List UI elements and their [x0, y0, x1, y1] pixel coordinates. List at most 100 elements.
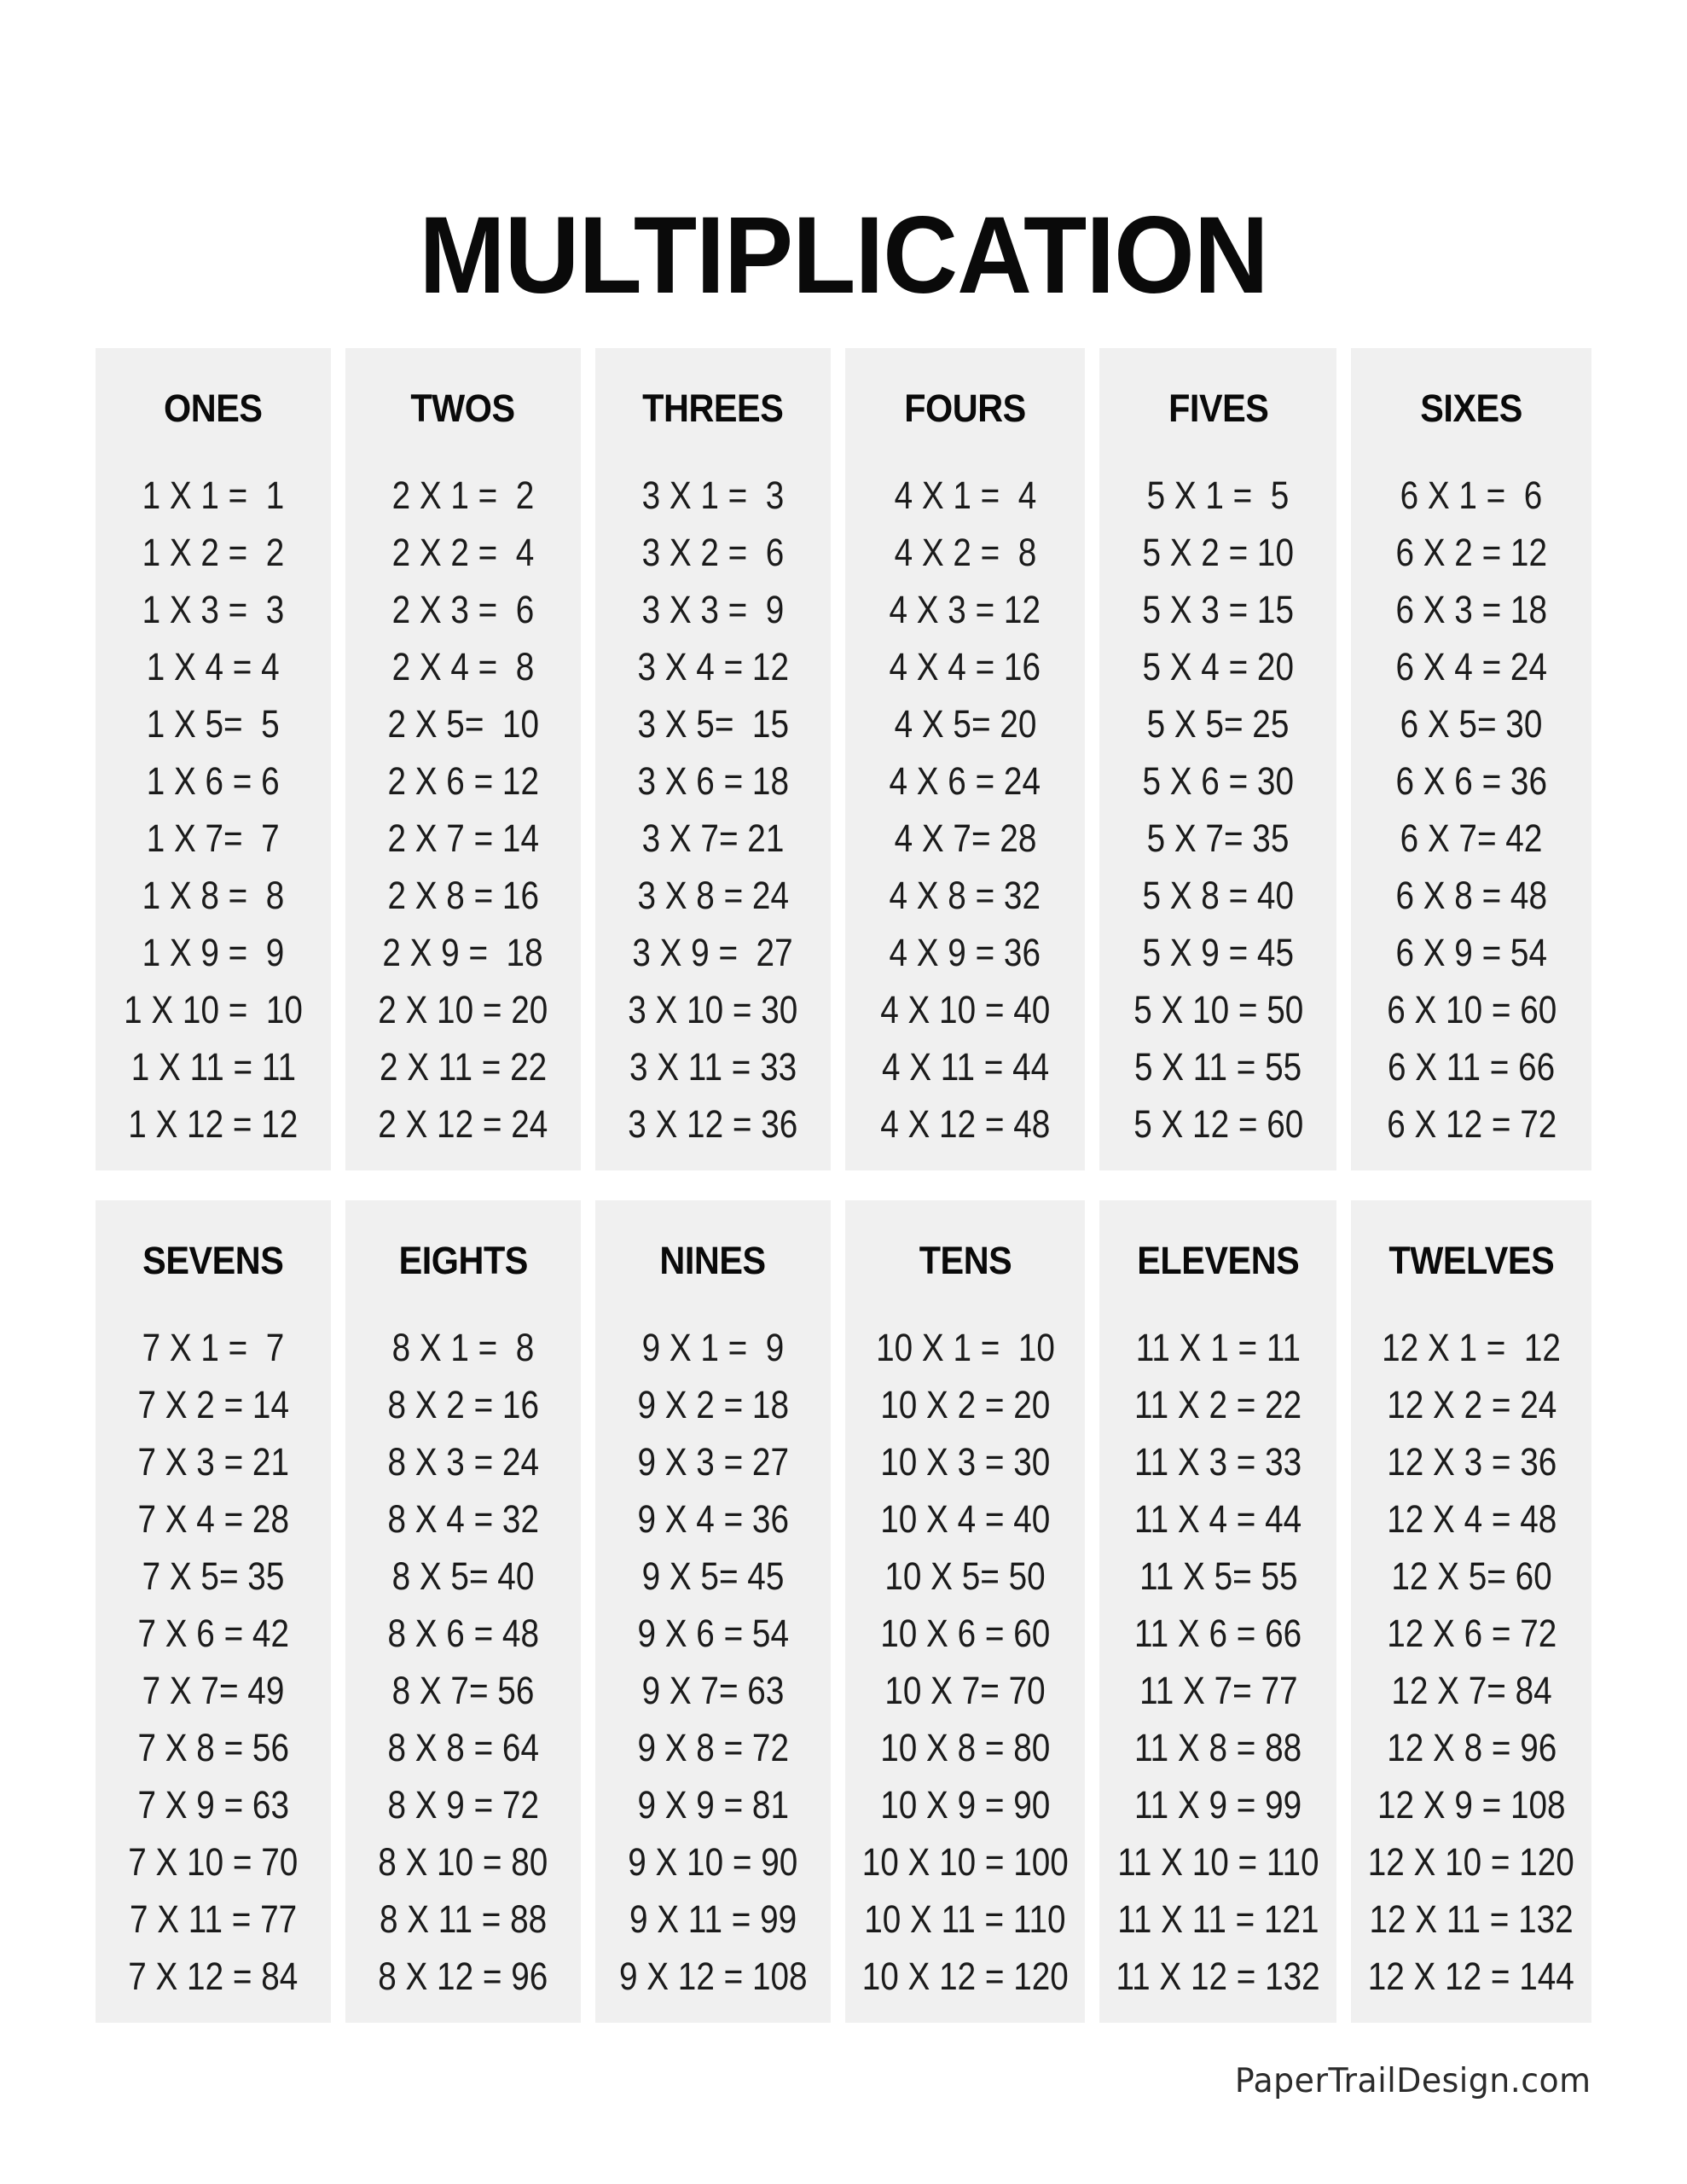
equation-row: 2 X 11 = 22 — [379, 1045, 548, 1089]
equation-list: 5 X 1 = 5 5 X 2 = 10 5 X 3 = 15 5 X 4 = 20 5… — [1099, 467, 1336, 1153]
equation-row: 5 X 11 = 55 — [1134, 1045, 1302, 1089]
equation-list: 11 X 1 = 11 11 X 2 = 22 11 X 3 = 33 11 X 4 … — [1099, 1319, 1336, 2005]
equation-row: 6 X 6 = 36 — [1395, 759, 1547, 803]
table-card: TWELVES 12 X 1 = 12 12 X 2 = 24 12 X 3 = 36… — [1351, 1200, 1591, 2023]
equation-row: 7 X 1 = 7 — [142, 1326, 285, 1369]
equation-row: 2 X 5= 10 — [387, 702, 539, 746]
equation-row: 7 X 7= 49 — [142, 1669, 285, 1712]
equation-row: 8 X 11 = 88 — [379, 1897, 548, 1941]
equation-row: 4 X 2 = 8 — [894, 531, 1036, 574]
equation-row: 9 X 7= 63 — [641, 1669, 785, 1712]
equation-row: 6 X 1 = 6 — [1400, 473, 1543, 517]
equation-row: 1 X 8 = 8 — [142, 874, 285, 917]
equation-row: 1 X 4 = 4 — [146, 645, 280, 688]
equation-row: 2 X 2 = 4 — [391, 531, 535, 574]
equation-row: 10 X 11 = 110 — [864, 1897, 1066, 1941]
equation-row: 1 X 1 = 1 — [142, 473, 285, 517]
equation-row: 8 X 9 = 72 — [387, 1783, 539, 1827]
equation-row: 11 X 1 = 11 — [1135, 1326, 1301, 1369]
equation-row: 1 X 9 = 9 — [142, 931, 285, 974]
equation-row: 5 X 10 = 50 — [1133, 988, 1303, 1031]
equation-row: 9 X 1 = 9 — [641, 1326, 785, 1369]
equation-row: 6 X 8 = 48 — [1395, 874, 1547, 917]
equation-row: 9 X 6 = 54 — [637, 1612, 789, 1655]
equation-row: 3 X 5= 15 — [637, 702, 789, 746]
equation-row: 10 X 5= 50 — [884, 1554, 1046, 1598]
table-card: ONES 1 X 1 = 1 1 X 2 = 2 1 X 3 = 3 1 X 4 = 4… — [96, 348, 331, 1170]
equation-row: 3 X 7= 21 — [641, 816, 785, 860]
equation-row: 10 X 9 = 90 — [880, 1783, 1051, 1827]
table-card: FIVES 5 X 1 = 5 5 X 2 = 10 5 X 3 = 15 5 X 4 … — [1099, 348, 1337, 1170]
table-card-title: NINES — [659, 1239, 767, 1282]
equation-row: 8 X 4 = 32 — [387, 1497, 539, 1541]
equation-row: 4 X 6 = 24 — [889, 759, 1041, 803]
equation-row: 10 X 8 = 80 — [880, 1726, 1051, 1769]
table-card-title: ONES — [164, 386, 263, 430]
equation-row: 2 X 6 = 12 — [387, 759, 539, 803]
footer-credit: PaperTrailDesign.com — [1234, 2062, 1591, 2100]
equation-row: 6 X 2 = 12 — [1395, 531, 1547, 574]
table-card-title: EIGHTS — [398, 1239, 528, 1282]
equation-row: 11 X 8 = 88 — [1134, 1726, 1302, 1769]
equation-row: 1 X 11 = 11 — [130, 1045, 296, 1089]
equation-row: 7 X 11 = 77 — [129, 1897, 298, 1941]
equation-row: 4 X 11 = 44 — [881, 1045, 1049, 1089]
equation-row: 12 X 8 = 96 — [1386, 1726, 1557, 1769]
equation-row: 4 X 9 = 36 — [889, 931, 1041, 974]
equation-row: 5 X 4 = 20 — [1142, 645, 1295, 688]
equation-row: 3 X 2 = 6 — [641, 531, 785, 574]
equation-row: 1 X 2 = 2 — [142, 531, 285, 574]
equation-row: 2 X 12 = 24 — [378, 1102, 548, 1146]
table-card-title: SIXES — [1420, 386, 1523, 430]
equation-row: 4 X 5= 20 — [894, 702, 1036, 746]
table-card: TWOS 2 X 1 = 2 2 X 2 = 4 2 X 3 = 6 2 X 4 = 8… — [345, 348, 581, 1170]
equation-row: 10 X 6 = 60 — [880, 1612, 1051, 1655]
equation-row: 8 X 3 = 24 — [387, 1440, 539, 1484]
equation-row: 4 X 1 = 4 — [894, 473, 1036, 517]
equation-row: 9 X 5= 45 — [641, 1554, 785, 1598]
equation-row: 10 X 7= 70 — [884, 1669, 1046, 1712]
equation-row: 8 X 10 = 80 — [378, 1840, 548, 1884]
page-title: MULTIPLICATION — [419, 194, 1268, 317]
table-card-title: FIVES — [1168, 386, 1269, 430]
equation-row: 12 X 4 = 48 — [1386, 1497, 1557, 1541]
equation-row: 8 X 5= 40 — [391, 1554, 535, 1598]
equation-row: 5 X 1 = 5 — [1147, 473, 1290, 517]
equation-row: 7 X 8 = 56 — [137, 1726, 289, 1769]
equation-row: 2 X 9 = 18 — [382, 931, 544, 974]
equation-list: 6 X 1 = 6 6 X 2 = 12 6 X 3 = 18 6 X 4 = 24 6… — [1351, 467, 1591, 1153]
equation-row: 9 X 11 = 99 — [629, 1897, 797, 1941]
equation-row: 6 X 11 = 66 — [1388, 1045, 1556, 1089]
equation-row: 10 X 3 = 30 — [880, 1440, 1051, 1484]
equation-row: 3 X 4 = 12 — [637, 645, 789, 688]
equation-row: 10 X 10 = 100 — [861, 1840, 1069, 1884]
equation-row: 9 X 12 = 108 — [618, 1955, 808, 1998]
equation-row: 11 X 3 = 33 — [1134, 1440, 1302, 1484]
table-card-title: SEVENS — [142, 1239, 284, 1282]
equation-row: 7 X 3 = 21 — [137, 1440, 289, 1484]
equation-row: 9 X 10 = 90 — [628, 1840, 798, 1884]
equation-row: 12 X 1 = 12 — [1382, 1326, 1562, 1369]
equation-list: 4 X 1 = 4 4 X 2 = 8 4 X 3 = 12 4 X 4 = 16 4 … — [845, 467, 1086, 1153]
table-card-title: TWOS — [410, 386, 516, 430]
multiplication-tables-grid: ONES 1 X 1 = 1 1 X 2 = 2 1 X 3 = 3 1 X 4 = 4… — [96, 348, 1591, 2023]
equation-row: 9 X 2 = 18 — [637, 1383, 789, 1426]
equation-row: 11 X 6 = 66 — [1134, 1612, 1302, 1655]
equation-row: 4 X 3 = 12 — [889, 588, 1041, 631]
equation-row: 9 X 8 = 72 — [637, 1726, 789, 1769]
equation-row: 12 X 10 = 120 — [1368, 1840, 1575, 1884]
table-card: FOURS 4 X 1 = 4 4 X 2 = 8 4 X 3 = 12 4 X 4 =… — [844, 348, 1086, 1170]
equation-row: 12 X 5= 60 — [1391, 1554, 1552, 1598]
equation-row: 6 X 4 = 24 — [1395, 645, 1547, 688]
equation-row: 4 X 10 = 40 — [880, 988, 1051, 1031]
equation-row: 5 X 6 = 30 — [1142, 759, 1295, 803]
table-card: SIXES 6 X 1 = 6 6 X 2 = 12 6 X 3 = 18 6 X 4 … — [1351, 348, 1591, 1170]
table-card: SEVENS 7 X 1 = 7 7 X 2 = 14 7 X 3 = 21 7 X 4… — [96, 1200, 331, 2023]
equation-row: 1 X 7= 7 — [146, 816, 280, 860]
table-card-title: THREES — [642, 386, 784, 430]
equation-list: 3 X 1 = 3 3 X 2 = 6 3 X 3 = 9 3 X 4 = 12 3 X… — [595, 467, 831, 1153]
table-card: NINES 9 X 1 = 9 9 X 2 = 18 9 X 3 = 27 9 X 4 … — [594, 1200, 831, 2023]
table-card: TENS 10 X 1 = 10 10 X 2 = 20 10 X 3 = 30 10 … — [844, 1200, 1086, 2023]
equation-row: 2 X 1 = 2 — [391, 473, 535, 517]
table-card-title: FOURS — [904, 386, 1026, 430]
